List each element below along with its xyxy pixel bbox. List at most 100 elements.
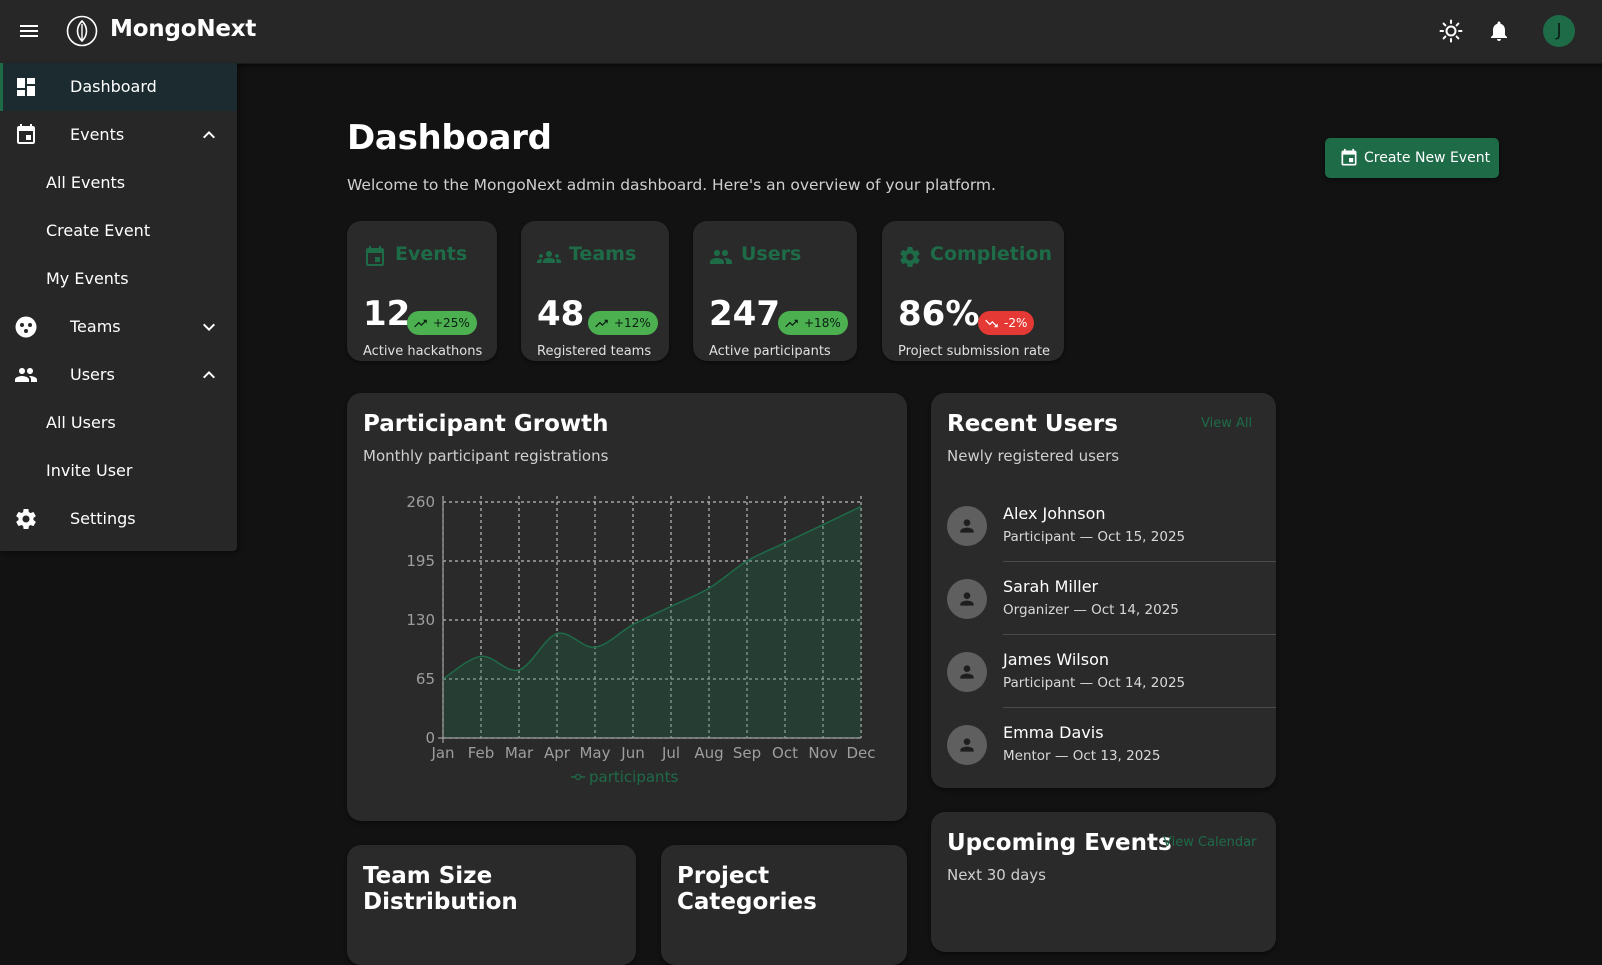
divider bbox=[1003, 634, 1276, 635]
sidebar-item-teams[interactable]: Teams bbox=[0, 303, 237, 351]
sidebar-item-invite-user[interactable]: Invite User bbox=[0, 447, 237, 495]
trending-up-icon bbox=[785, 319, 798, 328]
stat-title: Events bbox=[395, 243, 468, 265]
sidebar-item-label: Teams bbox=[70, 317, 121, 336]
person-icon bbox=[960, 665, 974, 679]
x-tick-label: Feb bbox=[468, 744, 495, 762]
team-size-title: Team Size Distribution bbox=[363, 863, 518, 915]
x-tick-label: May bbox=[579, 744, 610, 762]
users-icon bbox=[15, 368, 37, 382]
avatar bbox=[947, 725, 987, 765]
upcoming-events-title: Upcoming Events bbox=[947, 830, 1172, 856]
sidebar-item-label: My Events bbox=[46, 269, 129, 288]
gear-icon bbox=[900, 247, 920, 268]
y-tick-label: 195 bbox=[406, 552, 435, 570]
user-meta: Participant — Oct 14, 2025 bbox=[1003, 675, 1186, 691]
page-subtitle: Welcome to the MongoNext admin dashboard… bbox=[347, 176, 996, 194]
divider bbox=[1003, 561, 1276, 562]
stat-change: +12% bbox=[614, 316, 651, 330]
sidebar: Dashboard Events All Events Create Event… bbox=[0, 63, 237, 551]
user-list-item[interactable]: Alex Johnson Participant — Oct 15, 2025 bbox=[931, 489, 1276, 562]
user-role: Participant bbox=[1003, 529, 1076, 545]
sidebar-item-my-events[interactable]: My Events bbox=[0, 255, 237, 303]
app-name: MongoNext bbox=[110, 16, 257, 42]
stat-change: -2% bbox=[1004, 316, 1028, 330]
sidebar-item-all-users[interactable]: All Users bbox=[0, 399, 237, 447]
stat-description: Project submission rate bbox=[898, 344, 1051, 359]
sidebar-item-users[interactable]: Users bbox=[0, 351, 237, 399]
chevron-up-icon bbox=[203, 371, 215, 379]
recent-users-title: Recent Users bbox=[947, 411, 1118, 437]
recent-users-card: Recent Users Newly registered users View… bbox=[931, 393, 1276, 788]
user-list-item[interactable]: James Wilson Participant — Oct 14, 2025 bbox=[931, 635, 1276, 708]
user-name: Alex Johnson bbox=[1003, 504, 1106, 523]
user-list-item[interactable]: Sarah Miller Organizer — Oct 14, 2025 bbox=[931, 562, 1276, 635]
user-role: Organizer bbox=[1003, 602, 1070, 618]
sidebar-item-dashboard[interactable]: Dashboard bbox=[0, 63, 237, 111]
user-date: Oct 15, 2025 bbox=[1097, 529, 1186, 545]
y-tick-label: 0 bbox=[425, 729, 435, 747]
sidebar-item-label: Create Event bbox=[46, 221, 151, 240]
x-tick-label: Nov bbox=[808, 744, 837, 762]
bell-icon[interactable] bbox=[1487, 19, 1511, 43]
stat-value: 12 bbox=[363, 294, 411, 334]
user-role: Mentor bbox=[1003, 748, 1051, 764]
legend-label: participants bbox=[589, 768, 678, 786]
stat-change-badge: +12% bbox=[588, 311, 658, 335]
view-calendar-link[interactable]: View Calendar bbox=[1163, 835, 1257, 850]
user-date: Oct 14, 2025 bbox=[1097, 675, 1186, 691]
upcoming-events-subtitle: Next 30 days bbox=[947, 866, 1046, 884]
user-meta: Organizer — Oct 14, 2025 bbox=[1003, 602, 1179, 618]
x-tick-label: Mar bbox=[505, 744, 534, 762]
user-name: James Wilson bbox=[1003, 650, 1109, 669]
sidebar-item-label: Invite User bbox=[46, 461, 133, 480]
project-categories-title: Project Categories bbox=[677, 863, 817, 915]
trending-up-icon bbox=[414, 319, 427, 328]
x-tick-label: Jul bbox=[661, 744, 680, 762]
chart-subtitle: Monthly participant registrations bbox=[363, 447, 609, 465]
avatar bbox=[947, 652, 987, 692]
participant-growth-card: Participant Growth Monthly participant r… bbox=[347, 393, 907, 821]
user-avatar[interactable]: J bbox=[1543, 15, 1575, 47]
stat-value: 48 bbox=[537, 294, 585, 334]
stat-change-badge: +18% bbox=[778, 311, 848, 335]
x-tick-label: Aug bbox=[694, 744, 723, 762]
stat-change: +18% bbox=[804, 316, 841, 330]
trending-down-icon bbox=[985, 319, 998, 328]
users-icon bbox=[710, 250, 732, 264]
view-all-link[interactable]: View All bbox=[1201, 416, 1253, 431]
stat-change-badge: +25% bbox=[407, 311, 477, 335]
project-categories-card: Project Categories bbox=[661, 845, 907, 965]
person-icon bbox=[960, 738, 974, 752]
series-line-participants bbox=[442, 505, 862, 680]
stat-title: Completion bbox=[930, 243, 1052, 265]
recent-users-subtitle: Newly registered users bbox=[947, 447, 1120, 465]
divider bbox=[1003, 707, 1276, 708]
sidebar-item-settings[interactable]: Settings bbox=[0, 495, 237, 543]
leaf-logo-icon bbox=[66, 15, 98, 47]
app-bar: MongoNext J bbox=[0, 0, 1602, 64]
user-meta: Mentor — Oct 13, 2025 bbox=[1003, 748, 1161, 764]
theme-toggle-icon[interactable] bbox=[1439, 19, 1463, 43]
dashboard-icon bbox=[17, 78, 35, 96]
groups-icon bbox=[537, 251, 561, 263]
teams-icon bbox=[15, 316, 37, 338]
sidebar-item-label: Users bbox=[70, 365, 115, 384]
x-tick-label: Apr bbox=[544, 744, 571, 762]
x-tick-label: Sep bbox=[733, 744, 761, 762]
sidebar-item-all-events[interactable]: All Events bbox=[0, 159, 237, 207]
user-list-item[interactable]: Emma Davis Mentor — Oct 13, 2025 bbox=[931, 708, 1276, 781]
calendar-icon bbox=[17, 124, 35, 144]
create-new-event-button[interactable]: Create New Event bbox=[1325, 138, 1499, 178]
sidebar-item-label: Settings bbox=[70, 509, 136, 528]
sidebar-item-label: All Users bbox=[46, 413, 116, 432]
stat-value: 86% bbox=[898, 294, 980, 334]
team-size-card: Team Size Distribution bbox=[347, 845, 636, 965]
y-tick-label: 65 bbox=[416, 670, 435, 688]
stat-change: +25% bbox=[433, 316, 470, 330]
x-tick-label: Jan bbox=[430, 744, 454, 762]
sidebar-item-events[interactable]: Events bbox=[0, 111, 237, 159]
menu-icon[interactable] bbox=[17, 19, 41, 43]
sidebar-item-label: Dashboard bbox=[70, 77, 157, 96]
sidebar-item-create-event[interactable]: Create Event bbox=[0, 207, 237, 255]
